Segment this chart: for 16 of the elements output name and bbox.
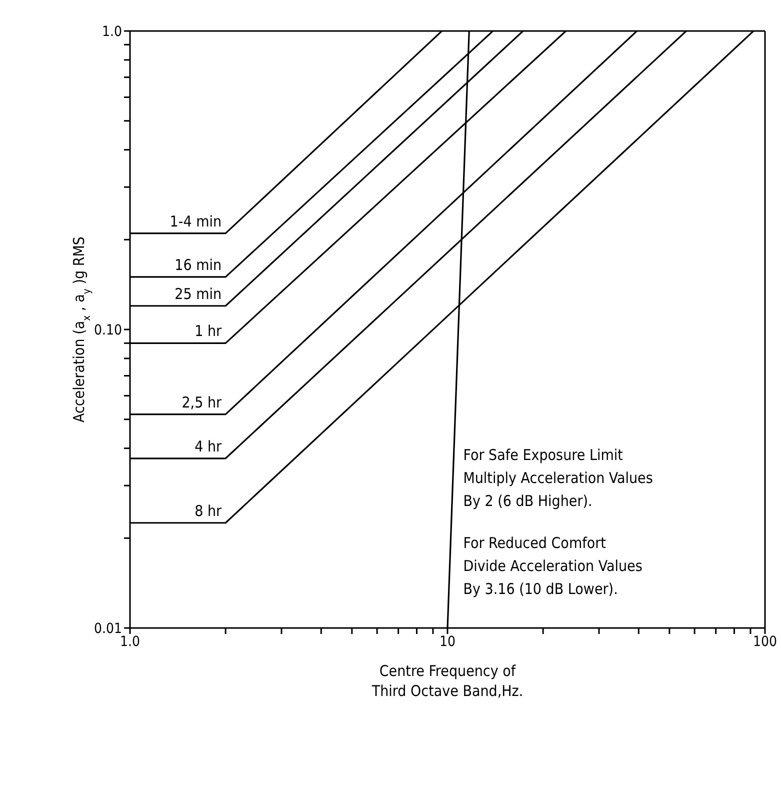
y-tick-label: 0.10 xyxy=(94,322,122,338)
series-label: 8 hr xyxy=(194,502,222,520)
x-tick-label: 1.0 xyxy=(120,634,140,650)
x-tick-label: 100 xyxy=(752,634,778,650)
x-axis-title: Centre Frequency of Third Octave Band,Hz. xyxy=(370,662,524,700)
annotation: For Safe Exposure Limit Multiply Acceleration Values By 2 (6 dB Higher). xyxy=(463,444,653,512)
series-label: 16 min xyxy=(174,256,222,274)
series-label: 1-4 min xyxy=(170,212,222,230)
series-label: 4 hr xyxy=(194,437,222,456)
series-label: 2,5 hr xyxy=(182,393,222,412)
series-label: 25 min xyxy=(174,284,222,303)
y-tick-label: 0.01 xyxy=(94,620,122,637)
x-tick-label: 10 xyxy=(439,634,456,650)
series-label: 1 hr xyxy=(194,322,222,340)
annotation: For Reduced Comfort Divide Acceleration Values By 3.16 (10 dB Lower). xyxy=(463,532,642,600)
y-tick-label: 1.0 xyxy=(102,24,122,40)
